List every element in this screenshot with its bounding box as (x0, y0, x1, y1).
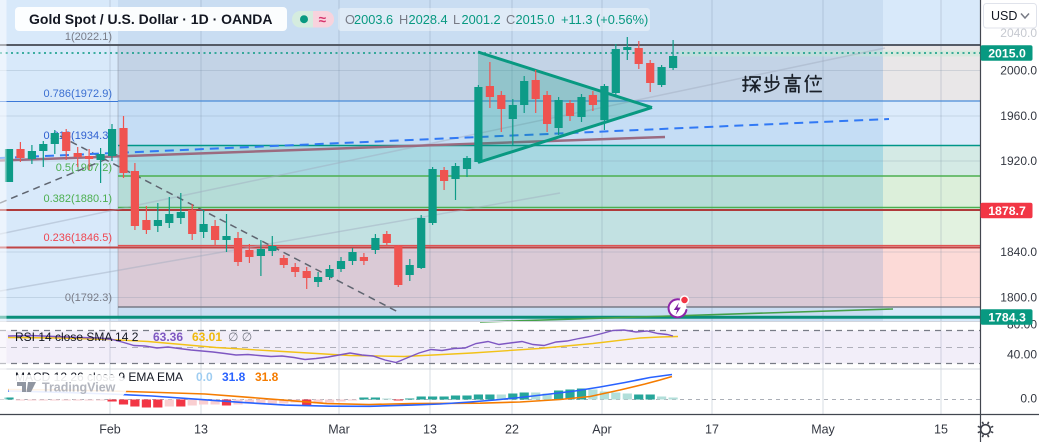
svg-text:1840.0: 1840.0 (1000, 245, 1037, 259)
svg-text:H: H (399, 12, 408, 27)
svg-text:2028.4: 2028.4 (409, 12, 448, 27)
svg-text:May: May (811, 423, 835, 437)
svg-text:Apr: Apr (592, 423, 611, 437)
svg-text:63.01: 63.01 (192, 330, 222, 344)
svg-text:0.0: 0.0 (196, 370, 213, 384)
svg-text:2040.0: 2040.0 (1000, 26, 1037, 40)
svg-text:O: O (345, 12, 355, 27)
svg-text:∅ ∅: ∅ ∅ (228, 330, 252, 344)
svg-text:22: 22 (505, 423, 519, 437)
svg-text:63.36: 63.36 (153, 330, 183, 344)
svg-text:31.8: 31.8 (255, 370, 279, 384)
svg-text:2001.2: 2001.2 (462, 12, 501, 27)
svg-text:≈: ≈ (319, 12, 327, 27)
svg-text:0.236(1846.5): 0.236(1846.5) (44, 232, 113, 244)
svg-text:Mar: Mar (328, 423, 350, 437)
svg-text:13: 13 (423, 423, 437, 437)
svg-text:2000.0: 2000.0 (1000, 64, 1037, 78)
svg-text:13: 13 (194, 423, 208, 437)
svg-text:USD: USD (991, 9, 1017, 23)
svg-text:C: C (506, 12, 515, 27)
svg-text:RSI 14 close SMA 14 2: RSI 14 close SMA 14 2 (15, 330, 139, 344)
svg-text:15: 15 (934, 423, 948, 437)
svg-text:0.786(1972.9): 0.786(1972.9) (44, 88, 113, 100)
svg-text:1960.0: 1960.0 (1000, 109, 1037, 123)
svg-text:0(1792.3): 0(1792.3) (65, 292, 112, 304)
svg-text:0.382(1880.1): 0.382(1880.1) (44, 193, 113, 205)
svg-text:+11.3 (+0.56%): +11.3 (+0.56%) (561, 12, 648, 27)
svg-text:0.618(1934.3): 0.618(1934.3) (44, 130, 113, 142)
svg-text:0.0: 0.0 (1020, 392, 1037, 406)
svg-text:17: 17 (705, 423, 719, 437)
svg-text:40.00: 40.00 (1007, 348, 1037, 362)
svg-text:1784.3: 1784.3 (988, 310, 1026, 324)
svg-text:1878.7: 1878.7 (988, 204, 1026, 218)
svg-text:2003.6: 2003.6 (354, 12, 393, 27)
svg-text:Feb: Feb (99, 423, 121, 437)
svg-text:1800.0: 1800.0 (1000, 291, 1037, 305)
svg-text:2015.0: 2015.0 (516, 12, 555, 27)
svg-text:31.8: 31.8 (222, 370, 246, 384)
svg-text:1(2022.1): 1(2022.1) (65, 31, 112, 43)
svg-text:1920.0: 1920.0 (1000, 154, 1037, 168)
svg-text:Gold Spot / U.S. Dollar · 1D ·: Gold Spot / U.S. Dollar · 1D · OANDA (29, 11, 272, 27)
svg-text:2015.0: 2015.0 (988, 46, 1026, 60)
svg-text:L: L (453, 12, 460, 27)
svg-text:TradingView: TradingView (42, 381, 116, 395)
